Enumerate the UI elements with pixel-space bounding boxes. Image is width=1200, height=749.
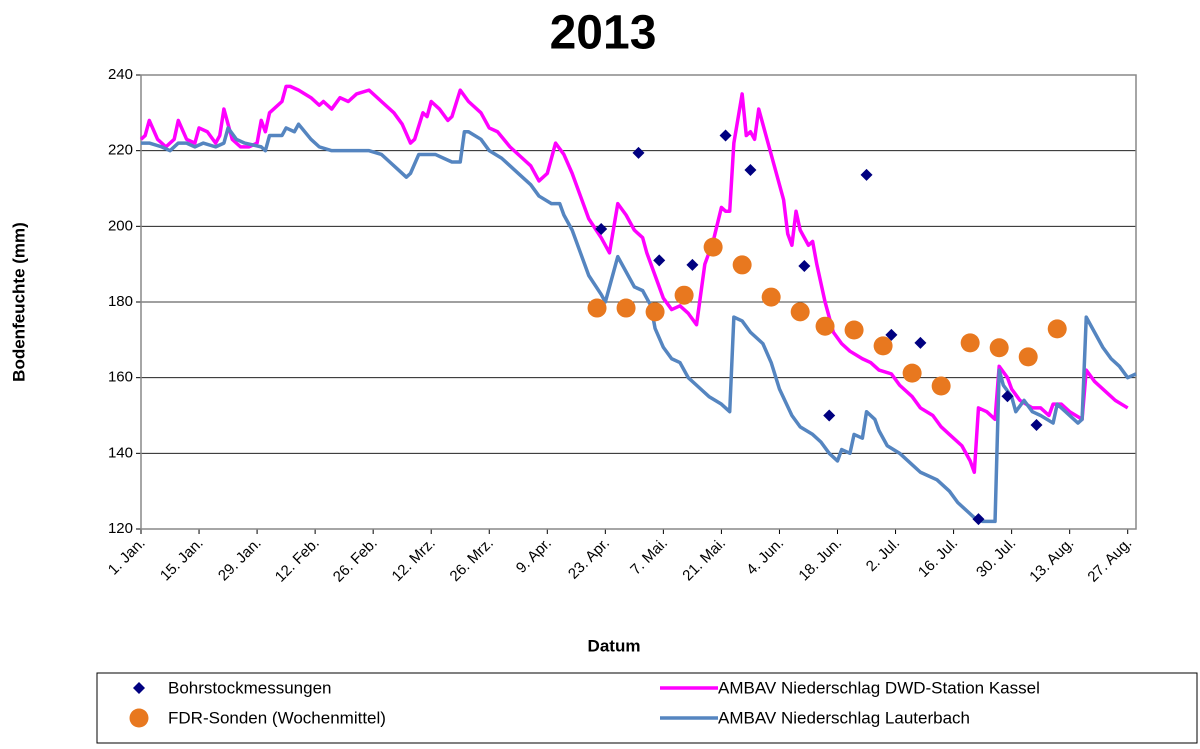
legend-swatch bbox=[129, 708, 149, 728]
data-point bbox=[703, 237, 723, 257]
x-tick-label: 2. Jul. bbox=[863, 535, 903, 575]
x-tick-label: 1. Jan. bbox=[105, 535, 149, 579]
data-point bbox=[972, 513, 985, 526]
y-tick-label: 160 bbox=[108, 369, 133, 386]
y-tick-label: 220 bbox=[108, 142, 133, 159]
data-point bbox=[989, 338, 1009, 358]
data-point bbox=[653, 254, 666, 267]
data-point bbox=[1001, 390, 1014, 403]
x-tick-label: 29. Jan. bbox=[215, 535, 265, 585]
x-tick-label: 12. Feb. bbox=[272, 535, 323, 586]
data-point bbox=[914, 336, 927, 349]
x-tick-label: 21. Mai. bbox=[679, 535, 729, 585]
x-tick-label: 15. Jan. bbox=[157, 535, 207, 585]
data-point bbox=[902, 363, 922, 383]
data-point bbox=[860, 168, 873, 181]
x-tick-label: 23. Apr. bbox=[565, 535, 613, 583]
data-point bbox=[1030, 418, 1043, 431]
data-point bbox=[823, 409, 836, 422]
x-tick-label: 13. Aug. bbox=[1026, 535, 1077, 586]
legend-swatch bbox=[133, 682, 145, 694]
y-tick-label: 120 bbox=[108, 520, 133, 537]
x-tick-label: 9. Apr. bbox=[513, 535, 555, 577]
data-point bbox=[790, 302, 810, 322]
data-point bbox=[798, 260, 811, 273]
data-point bbox=[674, 285, 694, 305]
data-point bbox=[686, 258, 699, 271]
data-point bbox=[931, 376, 951, 396]
y-tick-label: 240 bbox=[108, 66, 133, 83]
data-point bbox=[844, 320, 864, 340]
x-tick-label: 16. Jul. bbox=[915, 535, 961, 581]
legend-label: AMBAV Niederschlag Lauterbach bbox=[718, 708, 970, 727]
x-tick-label: 26. Feb. bbox=[330, 535, 381, 586]
y-axis-label: Bodenfeuchte (mm) bbox=[9, 222, 28, 382]
x-tick-label: 7. Mai. bbox=[627, 535, 671, 579]
data-point bbox=[732, 255, 752, 275]
data-point bbox=[815, 316, 835, 336]
data-point bbox=[632, 146, 645, 159]
plot-frame bbox=[140, 74, 1137, 530]
data-point bbox=[873, 336, 893, 356]
data-point bbox=[719, 129, 732, 142]
data-point bbox=[1018, 347, 1038, 367]
x-tick-label: 30. Jul. bbox=[973, 535, 1019, 581]
x-tick-label: 26. Mrz. bbox=[447, 535, 497, 585]
data-line bbox=[141, 122, 1137, 524]
legend-label: FDR-Sonden (Wochenmittel) bbox=[168, 708, 386, 727]
data-point bbox=[587, 298, 607, 318]
legend-box bbox=[96, 672, 1198, 744]
chart-title: 2013 bbox=[550, 7, 657, 60]
legend-label: Bohrstockmessungen bbox=[168, 678, 331, 697]
x-tick-label: 18. Jun. bbox=[795, 535, 845, 585]
data-point bbox=[645, 302, 665, 322]
x-tick-label: 27. Aug. bbox=[1084, 535, 1135, 586]
y-tick-label: 140 bbox=[108, 444, 133, 461]
x-tick-label: 12. Mrz. bbox=[389, 535, 439, 585]
data-point bbox=[960, 333, 980, 353]
data-point bbox=[744, 163, 757, 176]
data-point bbox=[885, 328, 898, 341]
data-point bbox=[595, 222, 608, 235]
x-axis-label: Datum bbox=[588, 636, 641, 655]
y-tick-label: 200 bbox=[108, 217, 133, 234]
data-point bbox=[761, 287, 781, 307]
y-tick-label: 180 bbox=[108, 293, 133, 310]
data-line bbox=[139, 84, 1129, 474]
data-point bbox=[1047, 319, 1067, 339]
data-point bbox=[616, 298, 636, 318]
x-tick-label: 4. Jun. bbox=[743, 535, 787, 579]
legend-label: AMBAV Niederschlag DWD-Station Kassel bbox=[718, 678, 1040, 697]
